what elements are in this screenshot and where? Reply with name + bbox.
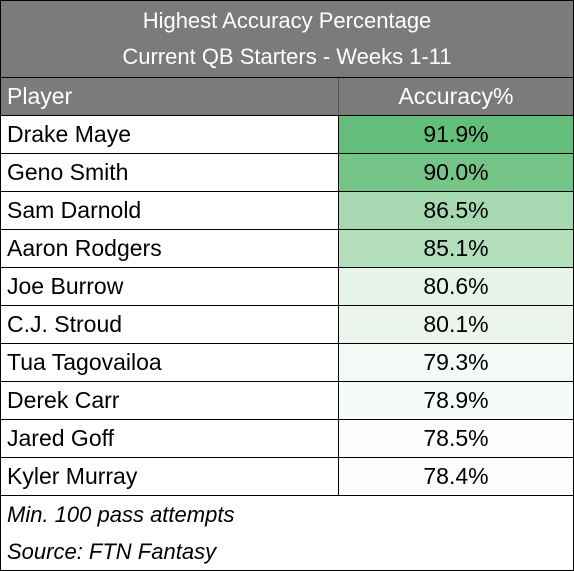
table-title: Highest Accuracy Percentage: [142, 8, 432, 33]
table-row: Jared Goff 78.5%: [1, 420, 573, 458]
table-row: Drake Maye 91.9%: [1, 116, 573, 154]
accuracy-cell: 78.5%: [339, 420, 573, 457]
table-row: Sam Darnold 86.5%: [1, 192, 573, 230]
note-line: Source: FTN Fantasy: [7, 539, 217, 564]
table-notes: Min. 100 pass attempts Source: FTN Fantas…: [1, 496, 573, 570]
accuracy-cell: 86.5%: [339, 192, 573, 229]
accuracy-cell: 80.6%: [339, 268, 573, 305]
table-subtitle: Current QB Starters - Weeks 1-11: [122, 44, 452, 69]
table-row: Geno Smith 90.0%: [1, 154, 573, 192]
player-name-cell: Jared Goff: [1, 420, 339, 457]
header-row: Player Accuracy%: [1, 78, 573, 116]
player-name-cell: Drake Maye: [1, 116, 339, 153]
accuracy-cell: 90.0%: [339, 154, 573, 191]
player-name-cell: Sam Darnold: [1, 192, 339, 229]
accuracy-cell: 79.3%: [339, 344, 573, 381]
title-block: Highest Accuracy Percentage Current QB S…: [1, 1, 573, 78]
player-name-cell: C.J. Stroud: [1, 306, 339, 343]
accuracy-cell: 78.9%: [339, 382, 573, 419]
table-row: C.J. Stroud 80.1%: [1, 306, 573, 344]
player-name-cell: Tua Tagovailoa: [1, 344, 339, 381]
accuracy-cell: 78.4%: [339, 458, 573, 495]
note-line: Min. 100 pass attempts: [7, 502, 235, 527]
player-name-cell: Geno Smith: [1, 154, 339, 191]
table-row: Aaron Rodgers 85.1%: [1, 230, 573, 268]
player-name-cell: Derek Carr: [1, 382, 339, 419]
table-row: Tua Tagovailoa 79.3%: [1, 344, 573, 382]
accuracy-cell: 85.1%: [339, 230, 573, 267]
table-row: Joe Burrow 80.6%: [1, 268, 573, 306]
header-accuracy: Accuracy%: [398, 83, 514, 109]
player-name-cell: Aaron Rodgers: [1, 230, 339, 267]
player-name-cell: Kyler Murray: [1, 458, 339, 495]
table-body: Drake Maye 91.9% Geno Smith 90.0% Sam Darnol…: [1, 116, 573, 496]
table-row: Derek Carr 78.9%: [1, 382, 573, 420]
accuracy-cell: 91.9%: [339, 116, 573, 153]
player-name-cell: Joe Burrow: [1, 268, 339, 305]
header-player: Player: [1, 78, 339, 115]
table-row: Kyler Murray 78.4%: [1, 458, 573, 496]
accuracy-cell: 80.1%: [339, 306, 573, 343]
